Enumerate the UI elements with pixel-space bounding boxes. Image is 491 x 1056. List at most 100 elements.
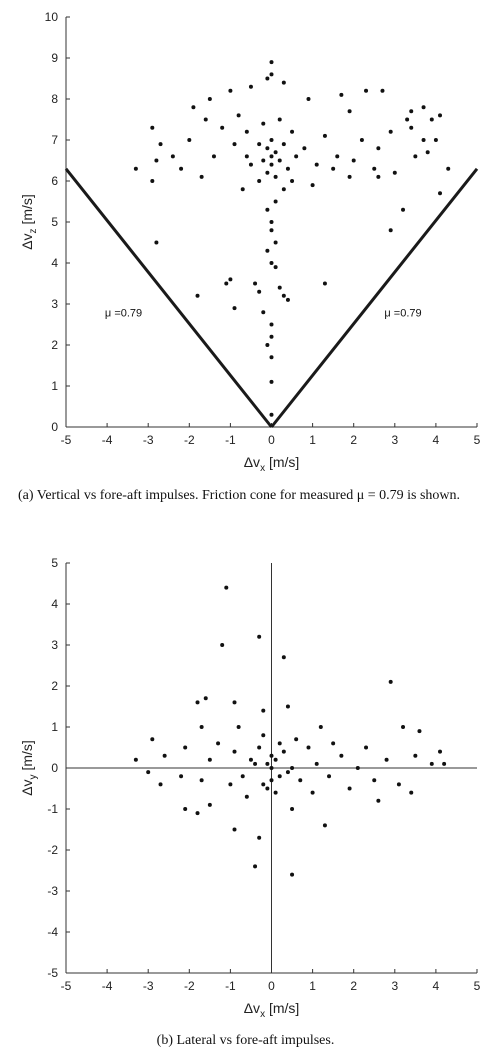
data-point (261, 733, 266, 738)
y-tick-label: 0 (51, 420, 58, 434)
data-point (261, 708, 266, 713)
data-point (232, 700, 237, 705)
data-point (290, 129, 295, 134)
data-point (380, 88, 385, 93)
y-tick-label: 6 (51, 174, 58, 188)
data-point (261, 121, 266, 126)
x-tick-label: 1 (309, 433, 316, 447)
data-point (154, 240, 159, 245)
data-point (265, 786, 270, 791)
y-axis-label-text: Δvz [m/s] (19, 194, 39, 250)
data-point (203, 117, 208, 122)
data-point (273, 265, 278, 270)
x-tick-label: -3 (143, 433, 154, 447)
data-point (207, 757, 212, 762)
data-point (285, 704, 290, 709)
y-tick-label: 3 (51, 638, 58, 652)
data-point (351, 158, 356, 163)
x-tick-label: -3 (143, 979, 154, 993)
x-tick-label: -5 (61, 433, 72, 447)
data-point (244, 794, 249, 799)
data-point (331, 166, 336, 171)
data-point (269, 72, 274, 77)
data-point (285, 297, 290, 302)
chart-2: -5 -4 -3 -2 -1 0 1 2 3 4 5 -5 -4 -3 -2 -1 0 1 2 3 4 5 (47, 556, 480, 993)
data-point (425, 150, 430, 155)
x-tick-label: -1 (225, 433, 236, 447)
data-point (273, 790, 278, 795)
caption-b: (b) Lateral vs fore-aft impulses. (156, 1033, 335, 1048)
data-point (327, 774, 332, 779)
data-point (265, 343, 270, 347)
data-point (228, 277, 233, 282)
data-point (253, 864, 258, 869)
data-point (269, 261, 274, 265)
y-tick-label: 3 (51, 297, 58, 311)
data-point (203, 696, 208, 701)
x-axis-label: Δvx [m/s] (244, 1000, 300, 1020)
data-point (269, 162, 274, 167)
data-point (277, 285, 282, 290)
data-point (306, 97, 311, 101)
y-tick-label: -4 (47, 925, 58, 939)
data-point (281, 80, 286, 85)
data-point (199, 725, 204, 729)
data-point (224, 281, 229, 286)
data-point (195, 293, 200, 298)
data-point (265, 248, 270, 253)
y-tick-label: 4 (51, 597, 58, 611)
data-point (179, 774, 184, 779)
data-point (376, 798, 381, 803)
data-point (232, 306, 237, 311)
x-tick-label: 3 (391, 979, 398, 993)
data-point (376, 174, 381, 179)
data-point (310, 790, 315, 795)
data-point (133, 166, 138, 171)
data-point (372, 778, 377, 783)
cone-line-left (64, 167, 273, 428)
y-tick-label: 0 (51, 761, 58, 775)
data-point (257, 179, 262, 183)
data-point (372, 166, 377, 171)
data-point (413, 753, 418, 758)
data-point (392, 170, 397, 175)
data-point (401, 725, 406, 729)
data-point (257, 745, 262, 750)
data-point (269, 766, 274, 770)
x-axis-label-text: Δvx [m/s] (244, 454, 300, 474)
data-point (162, 753, 167, 758)
caption-a: (a) Vertical vs fore-aft impulses. Frict… (18, 488, 461, 503)
data-point (409, 109, 414, 114)
x-tick-label: -5 (61, 979, 72, 993)
data-point (339, 92, 344, 97)
data-point (294, 154, 299, 159)
data-point (277, 774, 282, 779)
data-point (409, 790, 414, 795)
x-tick-label: 0 (268, 433, 275, 447)
data-point (277, 741, 282, 746)
x-tick-label: 3 (391, 433, 398, 447)
annotation-mu-right: μ =0.79 (384, 307, 421, 319)
data-point (290, 807, 295, 811)
y-tick-label: 4 (51, 256, 58, 270)
data-point (187, 138, 192, 142)
data-point (442, 761, 447, 766)
data-point (322, 133, 327, 138)
data-point (265, 761, 270, 766)
data-point (421, 105, 426, 110)
data-point (421, 138, 426, 142)
data-point (248, 757, 253, 762)
data-point (273, 199, 278, 204)
data-point (232, 142, 237, 147)
annotation-mu-left: μ =0.79 (105, 307, 142, 319)
data-point (179, 166, 184, 171)
data-point (133, 757, 138, 762)
x-tick-label: -2 (184, 433, 195, 447)
data-point (347, 174, 352, 179)
data-point (265, 146, 270, 151)
data-point (240, 187, 245, 192)
x-tick-label: 1 (309, 979, 316, 993)
data-point (228, 88, 233, 93)
y-axis-label-text: Δvy [m/s] (19, 740, 39, 796)
data-point (347, 786, 352, 791)
